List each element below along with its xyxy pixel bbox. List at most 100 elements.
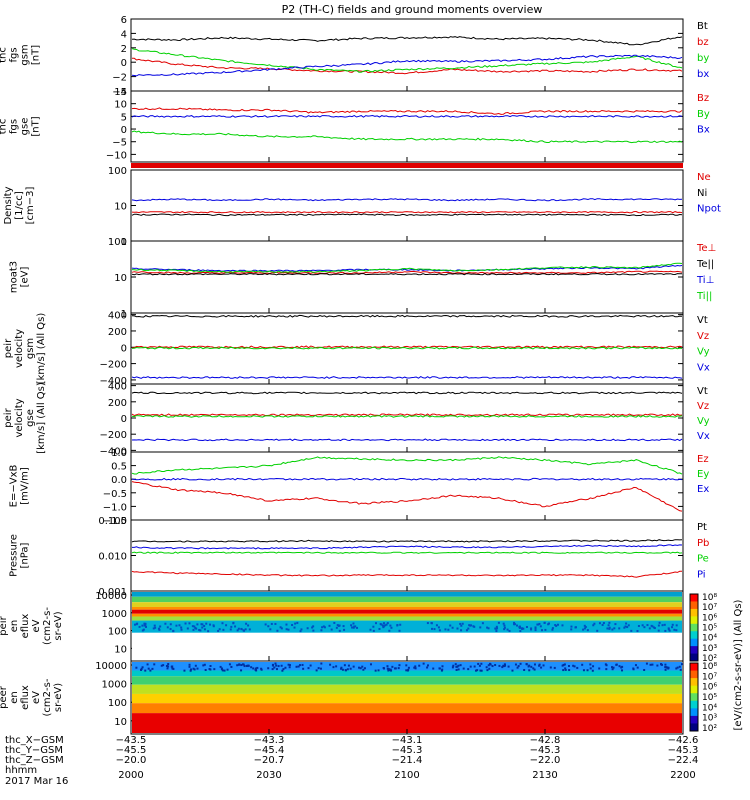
spectrogram-speckle bbox=[141, 624, 144, 627]
spectrogram-speckle bbox=[350, 624, 353, 627]
spectrogram-speckle bbox=[169, 623, 172, 626]
spectrogram-speckle bbox=[449, 624, 452, 627]
legend-label: Te|| bbox=[696, 259, 714, 270]
spectrogram-speckle bbox=[335, 626, 338, 629]
spectrogram-speckle bbox=[621, 665, 624, 668]
spectrogram-speckle bbox=[440, 669, 443, 672]
spectrogram-band bbox=[132, 670, 682, 677]
spectrogram-speckle bbox=[154, 626, 157, 629]
spectrogram-speckle bbox=[382, 667, 385, 670]
spectrogram-speckle bbox=[570, 625, 573, 628]
spectrogram-speckle bbox=[171, 667, 174, 670]
spectrogram-speckle bbox=[547, 623, 550, 626]
panel-ylabel: peir bbox=[0, 615, 9, 635]
spectrogram-speckle bbox=[503, 624, 506, 627]
colorbar-frame bbox=[689, 662, 699, 732]
spectrogram-speckle bbox=[407, 668, 410, 671]
series-line-te bbox=[131, 272, 682, 276]
legend-label: bz bbox=[697, 37, 709, 48]
series-line-te bbox=[131, 270, 683, 275]
spectrogram-speckle bbox=[344, 669, 347, 672]
spectrogram-speckle bbox=[563, 663, 566, 666]
spectrogram-speckle bbox=[363, 667, 366, 670]
ephemeris-value: −20.0 bbox=[116, 755, 147, 766]
spectrogram-speckle bbox=[432, 667, 435, 670]
spectrogram-speckle bbox=[478, 664, 481, 667]
colorbar-tick-label: 10³ bbox=[702, 644, 717, 654]
spectrogram-speckle bbox=[169, 628, 172, 631]
spectrogram-speckle bbox=[503, 626, 506, 629]
spectrogram-speckle bbox=[352, 622, 355, 625]
series-line-vt bbox=[131, 314, 683, 318]
spectrogram-speckle bbox=[358, 666, 361, 669]
colorbar-segment bbox=[690, 608, 698, 617]
spectrogram-speckle bbox=[195, 627, 198, 630]
spectrogram-speckle bbox=[495, 630, 498, 633]
spectrogram-speckle bbox=[438, 629, 441, 632]
spectrogram-speckle bbox=[572, 664, 575, 667]
spectrogram-speckle bbox=[306, 627, 309, 630]
ephemeris-value: −45.3 bbox=[392, 745, 423, 756]
legend-label: Pi bbox=[697, 569, 706, 580]
spectrogram-speckle bbox=[538, 622, 541, 625]
y-tick-label: 6 bbox=[121, 15, 127, 26]
spectrogram-speckle bbox=[666, 666, 669, 669]
panel-ylabel: [mV/m] bbox=[20, 467, 31, 505]
spectrogram-speckle bbox=[657, 629, 660, 632]
legend-label: Bx bbox=[697, 125, 710, 136]
spectrogram-speckle bbox=[329, 663, 332, 666]
spectrogram-speckle bbox=[252, 667, 255, 670]
spectrogram-speckle bbox=[462, 667, 465, 670]
spectrogram-speckle bbox=[583, 624, 586, 627]
ephemeris-value: −20.7 bbox=[254, 755, 285, 766]
spectrogram-speckle bbox=[387, 669, 390, 672]
y-tick-label: 0.5 bbox=[111, 462, 127, 473]
spectrogram-speckle bbox=[281, 669, 284, 672]
legend-label: Ex bbox=[697, 484, 709, 495]
spectrogram-band bbox=[132, 592, 682, 597]
spectrogram-speckle bbox=[388, 629, 391, 632]
colorbar-segment bbox=[690, 678, 698, 687]
spectrogram-speckle bbox=[229, 628, 232, 631]
spectrogram-speckle bbox=[608, 626, 611, 629]
series-line-by bbox=[131, 48, 683, 73]
spectrogram-speckle bbox=[143, 622, 146, 625]
spectrogram-speckle bbox=[601, 623, 604, 626]
spectrogram-speckle bbox=[389, 624, 392, 627]
spectrogram-speckle bbox=[145, 625, 148, 628]
spectrogram-speckle bbox=[282, 668, 285, 671]
spectrogram-speckle bbox=[608, 621, 611, 624]
spectrogram-band bbox=[132, 602, 682, 607]
spectrogram-speckle bbox=[671, 623, 674, 626]
spectrogram-speckle bbox=[602, 622, 605, 625]
y-tick-label: 100 bbox=[108, 698, 127, 709]
spectrogram-speckle bbox=[657, 624, 660, 627]
spectrogram-speckle bbox=[467, 627, 470, 630]
spectrogram-speckle bbox=[191, 625, 194, 628]
spectrogram-speckle bbox=[675, 624, 678, 627]
colorbar-segment bbox=[690, 646, 698, 655]
panel-ylabel: thc bbox=[0, 410, 3, 426]
spectrogram-speckle bbox=[593, 622, 596, 625]
spectrogram-speckle bbox=[398, 664, 401, 667]
spectrogram-speckle bbox=[291, 623, 294, 626]
spectrogram-speckle bbox=[540, 666, 543, 669]
colorbar-tick-label: 10⁶ bbox=[702, 683, 717, 693]
spectrogram-speckle bbox=[288, 666, 291, 669]
spectrogram-speckle bbox=[507, 665, 510, 668]
panel-frame bbox=[130, 451, 684, 521]
legend-label: Npot bbox=[697, 204, 721, 215]
spectrogram-speckle bbox=[611, 668, 614, 671]
colorbar-segment bbox=[690, 631, 698, 640]
spectrogram-speckle bbox=[201, 626, 204, 629]
spectrogram-speckle bbox=[338, 624, 341, 627]
spectrogram-speckle bbox=[680, 663, 683, 666]
spectrogram-speckle bbox=[287, 628, 290, 631]
series-line-by bbox=[131, 130, 683, 144]
spectrogram-speckle bbox=[648, 627, 651, 630]
spectrogram-speckle bbox=[277, 665, 280, 668]
colorbar-segment bbox=[690, 616, 698, 625]
colorbar-segment bbox=[690, 601, 698, 610]
spectrogram-band bbox=[132, 609, 682, 614]
legend-label: Bz bbox=[697, 93, 709, 104]
